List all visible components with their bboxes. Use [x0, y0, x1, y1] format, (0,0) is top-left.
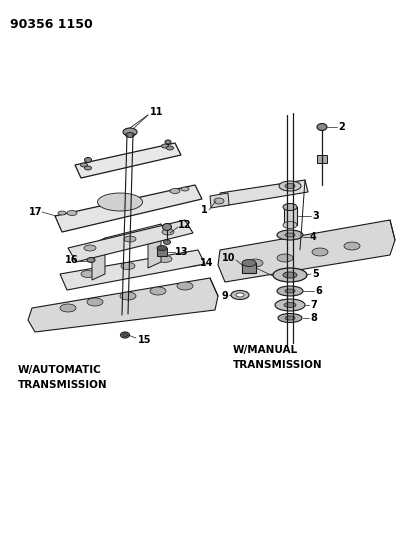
Text: 17: 17: [29, 207, 42, 217]
Text: 5: 5: [312, 269, 319, 279]
Text: 90356 1150: 90356 1150: [10, 18, 93, 31]
Text: 2: 2: [338, 122, 345, 132]
Ellipse shape: [283, 204, 297, 211]
Ellipse shape: [162, 229, 174, 235]
Ellipse shape: [275, 299, 305, 311]
Bar: [317, 155, 327, 163]
Ellipse shape: [344, 242, 360, 250]
Ellipse shape: [181, 187, 189, 191]
Ellipse shape: [87, 257, 95, 262]
Ellipse shape: [84, 166, 92, 170]
Ellipse shape: [123, 128, 137, 136]
Ellipse shape: [285, 289, 295, 293]
Bar: [284, 207, 297, 225]
Ellipse shape: [285, 316, 295, 320]
Ellipse shape: [166, 146, 174, 150]
Polygon shape: [220, 180, 308, 206]
Ellipse shape: [84, 245, 96, 251]
Ellipse shape: [98, 193, 142, 211]
Text: W/MANUAL: W/MANUAL: [233, 345, 298, 355]
Ellipse shape: [67, 211, 77, 215]
Ellipse shape: [231, 290, 249, 300]
Ellipse shape: [164, 239, 170, 245]
Polygon shape: [105, 224, 161, 244]
Ellipse shape: [121, 262, 135, 270]
Ellipse shape: [157, 246, 167, 251]
Ellipse shape: [283, 222, 297, 229]
Text: 3: 3: [312, 211, 319, 221]
Ellipse shape: [120, 292, 136, 300]
Ellipse shape: [277, 230, 303, 240]
Ellipse shape: [242, 260, 256, 266]
Ellipse shape: [121, 332, 129, 338]
Text: 14: 14: [200, 258, 213, 268]
Ellipse shape: [170, 189, 180, 193]
Ellipse shape: [214, 198, 224, 204]
Text: 8: 8: [310, 313, 317, 323]
Text: 10: 10: [222, 253, 235, 263]
Polygon shape: [218, 220, 395, 282]
Ellipse shape: [283, 272, 297, 278]
Text: 15: 15: [138, 335, 152, 345]
Ellipse shape: [285, 233, 295, 237]
Ellipse shape: [125, 133, 135, 138]
Ellipse shape: [87, 298, 103, 306]
Ellipse shape: [177, 282, 193, 290]
Text: 6: 6: [315, 286, 322, 296]
Ellipse shape: [317, 124, 327, 131]
Ellipse shape: [312, 248, 328, 256]
Text: 9: 9: [221, 291, 228, 301]
Text: W/AUTOMATIC: W/AUTOMATIC: [18, 365, 102, 375]
Ellipse shape: [123, 334, 127, 336]
Ellipse shape: [162, 144, 168, 148]
Ellipse shape: [273, 268, 307, 282]
Ellipse shape: [150, 287, 166, 295]
Ellipse shape: [236, 293, 244, 297]
Text: 16: 16: [64, 255, 78, 265]
Ellipse shape: [80, 163, 88, 167]
Ellipse shape: [84, 157, 92, 163]
Polygon shape: [60, 250, 205, 290]
Polygon shape: [148, 224, 161, 268]
Ellipse shape: [124, 236, 136, 242]
Ellipse shape: [285, 183, 295, 189]
Text: 1: 1: [201, 205, 208, 215]
Polygon shape: [75, 143, 181, 178]
Ellipse shape: [165, 140, 171, 144]
Text: TRANSMISSION: TRANSMISSION: [233, 360, 323, 370]
Ellipse shape: [58, 211, 66, 215]
Text: 11: 11: [150, 107, 164, 117]
Polygon shape: [28, 278, 218, 332]
Ellipse shape: [162, 223, 172, 230]
Ellipse shape: [278, 313, 302, 322]
Bar: [157, 248, 167, 256]
Text: 12: 12: [178, 220, 191, 230]
Polygon shape: [55, 185, 202, 232]
Ellipse shape: [60, 304, 76, 312]
Ellipse shape: [81, 271, 95, 278]
Ellipse shape: [277, 254, 293, 262]
Text: 13: 13: [175, 247, 189, 257]
Text: 7: 7: [310, 300, 317, 310]
Text: 4: 4: [310, 232, 317, 242]
Ellipse shape: [158, 255, 172, 262]
Ellipse shape: [247, 259, 263, 267]
Polygon shape: [210, 193, 229, 208]
Ellipse shape: [277, 286, 303, 296]
Ellipse shape: [284, 303, 296, 308]
Ellipse shape: [279, 181, 301, 191]
Polygon shape: [68, 220, 193, 262]
Text: TRANSMISSION: TRANSMISSION: [18, 380, 107, 390]
Polygon shape: [92, 238, 105, 280]
Bar: [242, 263, 256, 273]
